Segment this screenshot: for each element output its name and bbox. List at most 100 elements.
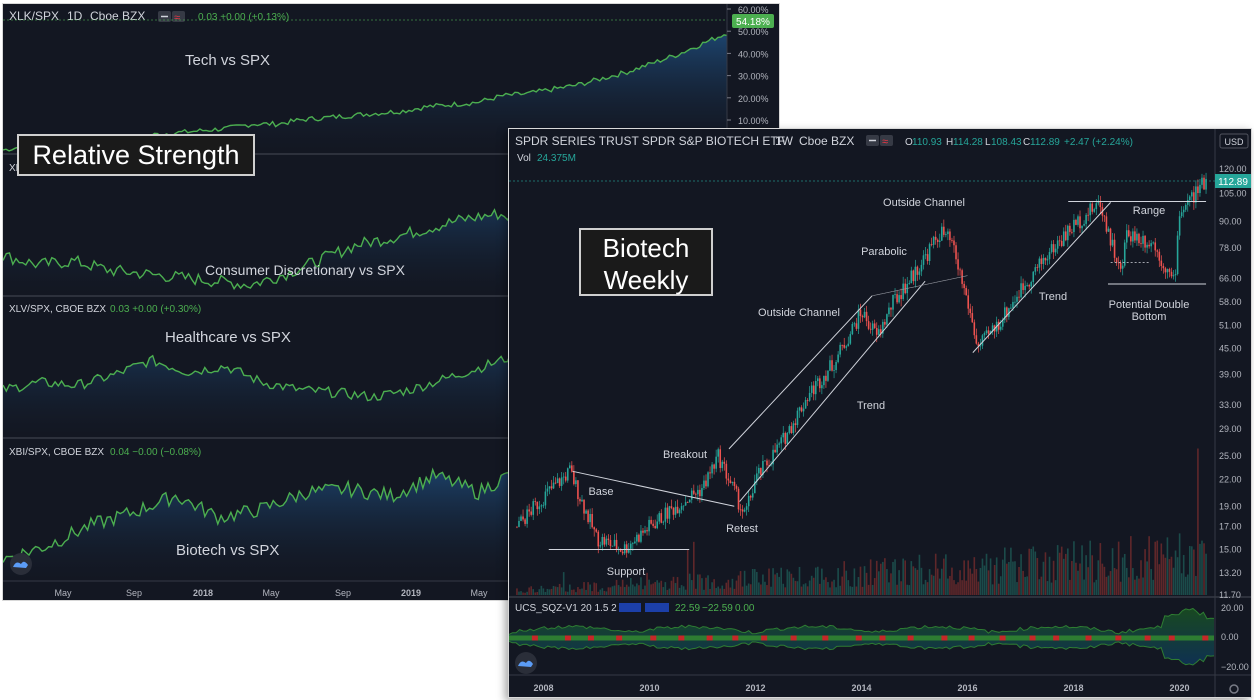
volume-bar (569, 584, 571, 595)
volume-bar (995, 557, 998, 595)
volume-bar (558, 583, 561, 595)
volume-bar (526, 591, 528, 595)
volume-bar (955, 584, 957, 595)
candle (786, 432, 789, 444)
volume-bar (1079, 563, 1081, 595)
candle (627, 548, 630, 553)
candle (577, 480, 579, 500)
candle (951, 240, 953, 241)
annotation-label: Support (607, 566, 646, 578)
candle (629, 543, 632, 549)
volume-bar (916, 569, 919, 595)
x-tick-label: Sep (335, 588, 351, 598)
volume-bar (784, 587, 787, 595)
price-tag (1215, 174, 1251, 188)
volume-bar (571, 589, 573, 595)
volume-bar (934, 553, 937, 595)
volume-bar (1113, 568, 1116, 595)
candle (1205, 178, 1207, 190)
volume-bar (776, 572, 778, 595)
trend-line[interactable] (972, 202, 1112, 353)
candle (1095, 203, 1098, 210)
candle (595, 529, 598, 532)
candle (634, 541, 636, 544)
currency-button[interactable] (1219, 133, 1249, 149)
pane-exchange: Cboe BZX (90, 9, 145, 23)
trend-line[interactable] (572, 470, 735, 507)
volume-bar (613, 585, 616, 595)
chart-interval: 1W (775, 134, 794, 148)
volume-bar (745, 585, 748, 595)
candle (1034, 267, 1037, 272)
volume-bar (979, 567, 982, 595)
volume-bar (875, 560, 878, 595)
candle (973, 322, 976, 336)
volume-bar (690, 580, 693, 595)
candle (896, 294, 898, 303)
y-tick-label: 39.00 (1219, 370, 1242, 380)
candle (849, 334, 852, 344)
svg-text:≈: ≈ (882, 136, 888, 148)
wave-icon[interactable] (880, 135, 893, 146)
candle (611, 545, 614, 547)
ohlc-high: 114.28 (953, 137, 983, 148)
volume-bar (556, 587, 559, 595)
trend-line[interactable] (739, 280, 926, 502)
volume-bar (544, 591, 547, 595)
volume-bar (1024, 576, 1026, 595)
volume-bar (575, 592, 577, 595)
volume-bar (686, 549, 689, 595)
settings-gear-icon[interactable] (1229, 684, 1239, 694)
volume-bar (1046, 581, 1049, 595)
y-tick-label: 66.00 (1219, 273, 1242, 283)
candle (837, 354, 839, 363)
candle (1123, 242, 1126, 266)
volume-bar (857, 577, 860, 595)
biotech-weekly-callout: Biotech Weekly (579, 228, 713, 296)
volume-bar (1018, 566, 1020, 595)
volume-bar (819, 583, 821, 595)
volume-label: Vol (517, 153, 531, 164)
volume-bar (1101, 563, 1104, 595)
candle (938, 240, 941, 242)
y-tick-label: 15.00 (1219, 545, 1242, 555)
volume-bar (1016, 582, 1018, 595)
wave-icon[interactable] (172, 11, 185, 22)
candle (1040, 258, 1043, 264)
volume-bar (961, 580, 963, 595)
trend-line[interactable] (728, 295, 873, 450)
volume-bar (701, 578, 703, 595)
y-tick-label: 29.00 (1219, 424, 1242, 434)
candle (717, 449, 719, 457)
candle (1075, 219, 1077, 225)
candle (1022, 283, 1024, 291)
candle (806, 400, 809, 401)
volume-bar (611, 586, 614, 595)
annotation-label: Outside Channel (758, 307, 840, 319)
volume-bar (940, 568, 943, 595)
volume-bar (1199, 543, 1201, 595)
candle (1199, 184, 1201, 194)
candle (914, 266, 917, 282)
candle (997, 321, 1000, 330)
x-tick-label: May (262, 588, 280, 598)
volume-bar (910, 561, 913, 595)
x-tick-label: 2008 (533, 683, 553, 693)
volume-bar (753, 569, 756, 595)
candle (644, 530, 646, 533)
volume-bar (731, 578, 734, 595)
candle (528, 509, 530, 512)
volume-bar (1174, 550, 1177, 595)
volume-bar (695, 588, 697, 595)
volume-bar (534, 592, 537, 595)
volume-bar (646, 572, 648, 595)
candle (940, 226, 943, 241)
volume-bar (1093, 582, 1096, 595)
volume-bar (1103, 566, 1106, 595)
volume-bar (684, 589, 687, 595)
candle (636, 534, 638, 542)
volume-bar (735, 580, 738, 595)
annotation-label: Potential Double Bottom (1109, 299, 1190, 323)
volume-bar (1089, 540, 1091, 595)
volume-bar (1001, 559, 1004, 595)
